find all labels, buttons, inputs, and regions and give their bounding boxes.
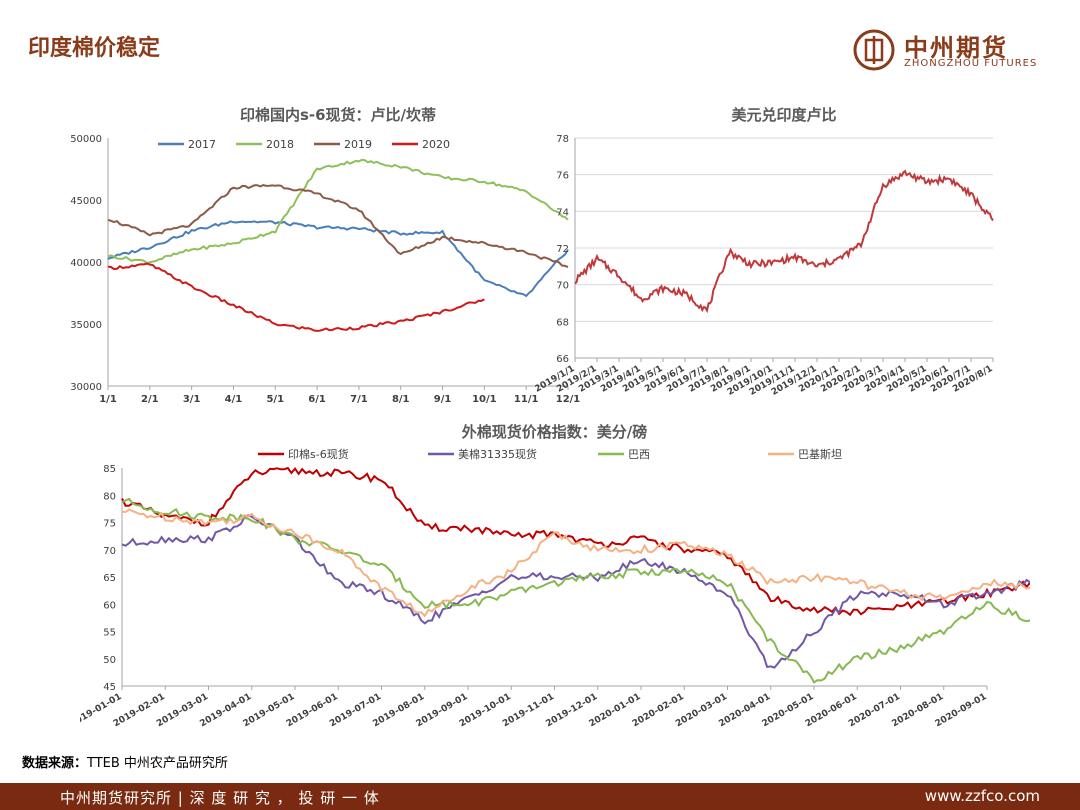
series-line [107, 220, 569, 298]
x-tick-label: 8/1 [392, 394, 410, 405]
y-tick-label: 35000 [70, 320, 102, 331]
footer-bar: 中州期货研究所 | 深 度 研 究 ， 投 研 一 体 www.zzfco.co… [0, 783, 1080, 810]
chart-usd-inr: 美元兑印度卢比666870727476782019/1/12019/2/1201… [535, 106, 995, 398]
y-tick-label: 50 [103, 655, 116, 666]
y-tick-label: 68 [556, 317, 569, 328]
y-tick-label: 66 [556, 354, 569, 365]
legend-label: 巴基斯坦 [798, 447, 842, 461]
y-tick-label: 55 [103, 628, 116, 639]
x-tick-label: 7/1 [350, 394, 368, 405]
x-tick-label: 5/1 [266, 394, 284, 405]
y-tick-label: 65 [103, 573, 116, 584]
y-tick-label: 30000 [70, 382, 102, 393]
series-line [121, 466, 1030, 617]
chart-title: 美元兑印度卢比 [731, 106, 836, 124]
chart-foreign-cotton-index: 外棉现货价格指数：美分/磅4550556065707580852019-01-0… [80, 423, 1030, 729]
x-tick-label: 10/1 [472, 394, 497, 405]
x-tick-label: 9/1 [434, 394, 452, 405]
y-tick-label: 72 [556, 244, 569, 255]
footer-slogan: 中州期货研究所 | 深 度 研 究 ， 投 研 一 体 [60, 789, 380, 807]
y-tick-label: 60 [103, 600, 116, 611]
y-tick-label: 78 [556, 134, 569, 145]
x-tick-label: 3/1 [183, 394, 201, 405]
company-logo: 中州期货 ZHONGZHOU FUTURES [852, 28, 1052, 76]
x-tick-label: 4/1 [225, 394, 243, 405]
y-tick-label: 74 [556, 207, 569, 218]
x-tick-label: 6/1 [308, 394, 326, 405]
x-tick-label: 2/1 [141, 394, 159, 405]
y-tick-label: 70 [103, 546, 116, 557]
y-tick-label: 40000 [70, 258, 102, 269]
legend-label: 2017 [188, 138, 216, 151]
source-text: TTEB 中州农产品研究所 [87, 756, 228, 771]
chart-title: 印棉国内s-6现货：卢比/坎蒂 [240, 106, 436, 124]
legend-label: 2019 [344, 138, 372, 151]
y-tick-label: 76 [556, 171, 569, 182]
y-tick-label: 70 [556, 281, 569, 292]
logo-emblem-icon [853, 29, 895, 71]
legend-label: 2018 [266, 138, 294, 151]
legend-label: 2020 [422, 138, 450, 151]
source-label: 数据来源： [22, 756, 88, 771]
logo-text-cn: 中州期货 [904, 34, 1008, 62]
footer-url[interactable]: www.zzfco.com [924, 787, 1040, 805]
y-tick-label: 75 [103, 519, 116, 530]
x-tick-label: 1/1 [99, 394, 117, 405]
legend-label: 美棉31335现货 [458, 447, 537, 461]
y-tick-label: 85 [103, 464, 116, 475]
x-tick-label: 11/1 [514, 394, 539, 405]
y-tick-label: 45 [103, 682, 116, 693]
series-line [107, 262, 485, 332]
y-tick-label: 45000 [70, 196, 102, 207]
legend-label: 印棉s-6现货 [288, 447, 349, 461]
chart-title: 外棉现货价格指数：美分/磅 [461, 423, 647, 441]
data-source: 数据来源：TTEB 中州农产品研究所 [22, 752, 228, 771]
chart-india-domestic: 印棉国内s-6现货：卢比/坎蒂 30000 35000 40000 45000 50000… [70, 106, 581, 405]
logo-text-en: ZHONGZHOU FUTURES [904, 58, 1038, 69]
y-tick-label: 80 [103, 491, 116, 502]
series-line [121, 508, 1030, 618]
series-line [107, 184, 569, 268]
series-line [574, 169, 994, 314]
x-tick-label: 12/1 [556, 394, 581, 405]
y-tick-label: 50000 [70, 134, 102, 145]
legend-label: 巴西 [628, 448, 650, 461]
page-title: 印度棉价稳定 [28, 36, 161, 61]
series-line [107, 158, 569, 265]
